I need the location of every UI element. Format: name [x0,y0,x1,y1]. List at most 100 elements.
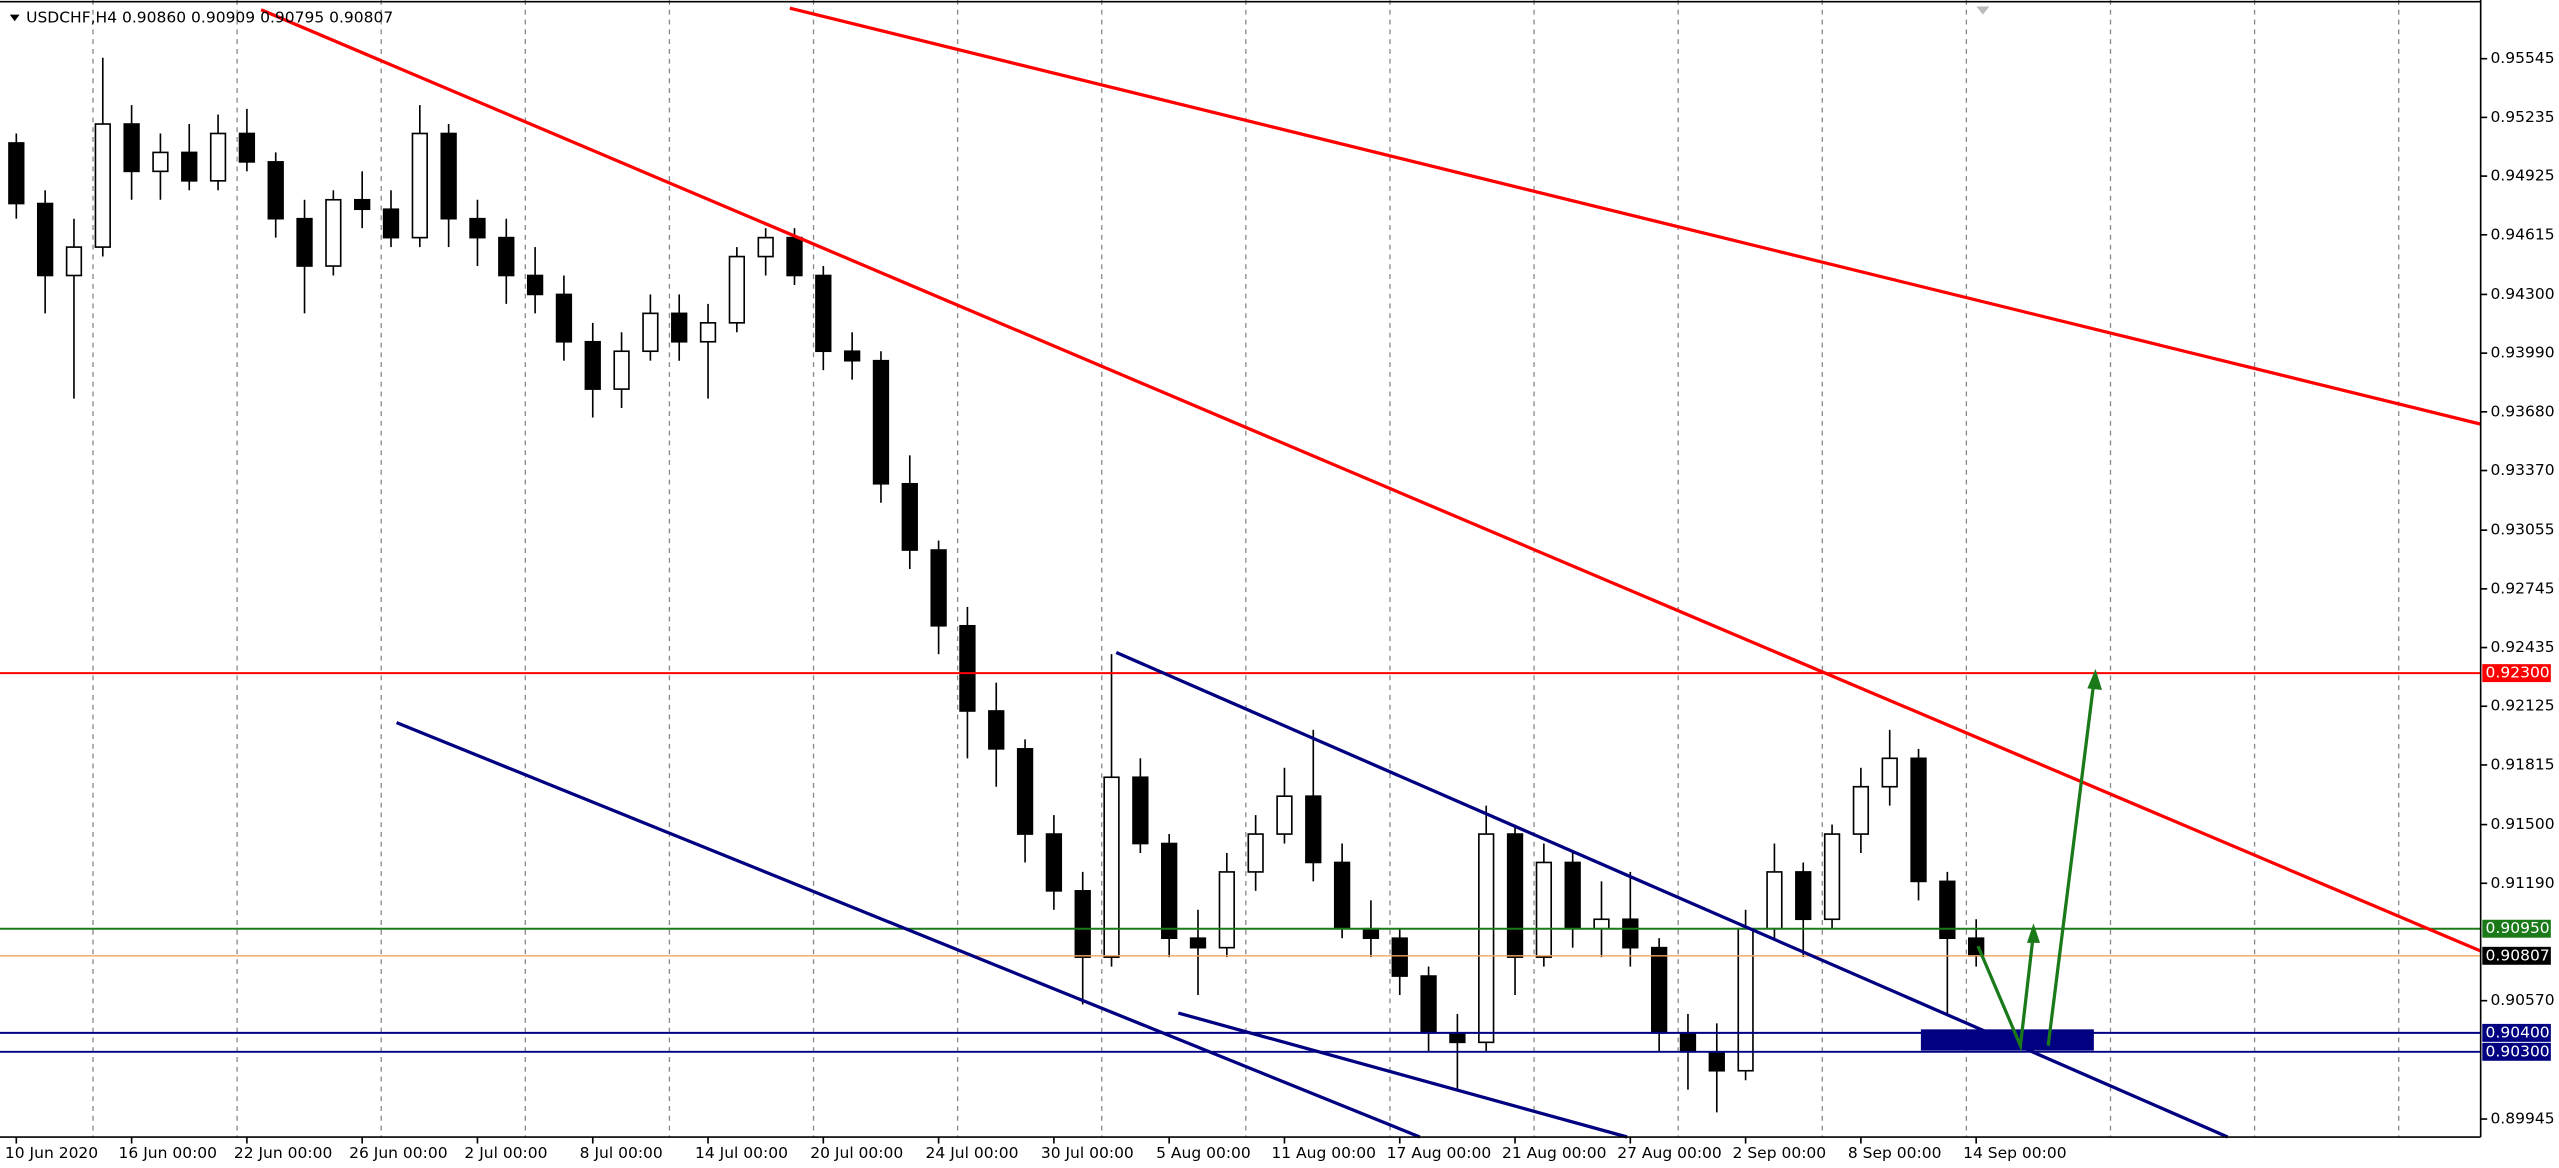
candle-body [1016,748,1034,835]
level-label: 0.90300 [2486,1042,2550,1060]
y-tick-label: 0.94615 [2490,225,2554,243]
candle-body [872,359,890,485]
arrow [2046,681,2096,1046]
x-tick-label: 14 Sep 00:00 [1963,1144,2066,1162]
candle-body [959,624,976,712]
x-tick-label: 11 Aug 00:00 [1271,1144,1376,1162]
trend-line [395,721,1421,1139]
candle-body [1478,833,1495,1044]
x-tick-label: 8 Sep 00:00 [1848,1144,1942,1162]
y-tick-label: 0.95235 [2490,108,2554,126]
x-tick-label: 22 Jun 00:00 [234,1144,332,1162]
candle-body [1881,757,1898,788]
candle-body [498,236,515,277]
y-tick-label: 0.90570 [2490,991,2554,1009]
candle-body [1045,833,1063,892]
level-label: 0.90807 [2486,946,2550,964]
frame [0,0,2482,1138]
candle-body [1391,937,1408,977]
arrowhead [2026,923,2041,943]
candle-body [65,246,83,277]
x-tick-label: 10 Jun 2020 [5,1144,98,1162]
candle-body [382,208,400,239]
candle-body [1362,927,1380,940]
candle-body [181,151,198,182]
y-tick-label: 0.91190 [2490,874,2554,892]
trend-line [789,6,2482,426]
candle-body [36,202,54,277]
candle-body [1679,1032,1697,1053]
candle-body [584,340,601,390]
candle-body [757,236,774,258]
candle-body [728,255,746,324]
trend-line [1177,1011,1628,1139]
candle-body [94,123,111,248]
candle-body [152,151,169,173]
candle-body [815,274,832,353]
candle-body [209,132,227,182]
candle-body [123,123,140,173]
candle-body [296,217,313,267]
candle-body [1103,776,1120,958]
candle-body [440,132,457,220]
y-tick-label: 0.92745 [2490,579,2554,597]
level-label-box [2482,919,2551,938]
candle-body [1218,871,1235,949]
y-tick-label: 0.95545 [2490,49,2554,67]
zone [1920,1029,2094,1051]
x-tick-label: 2 Jul 00:00 [464,1144,547,1162]
x-tick-label: 21 Aug 00:00 [1502,1144,1607,1162]
trend-line [260,8,2482,953]
candle-body [1795,871,1812,921]
candle-body [699,322,717,343]
candle-body [1564,861,1581,930]
candle-body [267,161,284,220]
y-tick-label: 0.93680 [2490,402,2554,420]
candle-body [1823,833,1841,921]
y-tick-label: 0.94300 [2490,285,2554,303]
x-tick-label: 26 Jun 00:00 [349,1144,447,1162]
candle-body [1420,975,1437,1034]
x-tick-label: 16 Jun 00:00 [119,1144,217,1162]
candle-body [354,198,371,211]
y-tick-label: 0.93055 [2490,521,2554,539]
candle-body [1305,795,1322,864]
marker [1976,6,1990,15]
grid [92,0,2400,1138]
level-label-box [2482,1023,2551,1042]
y-tick-label: 0.92435 [2490,638,2554,656]
candle-body [1506,833,1524,958]
level-label: 0.92300 [2486,664,2550,682]
x-tick-label: 14 Jul 00:00 [695,1144,788,1162]
candle-body [642,312,659,353]
candle-body [1161,842,1178,940]
candle-body [930,549,947,627]
menu-icon[interactable] [9,14,20,22]
candle-body [901,482,918,551]
candle-body [526,274,544,296]
drawings [260,6,2482,1139]
x-tick-label: 20 Jul 00:00 [810,1144,903,1162]
candle-body [238,132,256,163]
x-tick-label: 5 Aug 00:00 [1156,1144,1251,1162]
candle-body [1132,776,1149,845]
candle-body [988,710,1005,750]
candle-body [1622,918,1639,949]
y-tick-label: 0.93370 [2490,461,2554,479]
x-tick-label: 27 Aug 00:00 [1617,1144,1722,1162]
candle-body [613,350,630,390]
y-tick-label: 0.91815 [2490,755,2554,773]
candle-body [8,142,25,205]
x-tick-label: 8 Jul 00:00 [580,1144,663,1162]
candle-body [1593,918,1610,930]
level-label: 0.90400 [2486,1023,2550,1041]
candle-body [1708,1050,1725,1072]
level-label-box [2482,664,2551,683]
chart-title: USDCHF,H4 0.90860 0.90909 0.90795 0.9080… [26,8,393,26]
candle-body [1766,871,1783,930]
level-label: 0.90950 [2486,919,2550,937]
candle-body [843,350,861,362]
